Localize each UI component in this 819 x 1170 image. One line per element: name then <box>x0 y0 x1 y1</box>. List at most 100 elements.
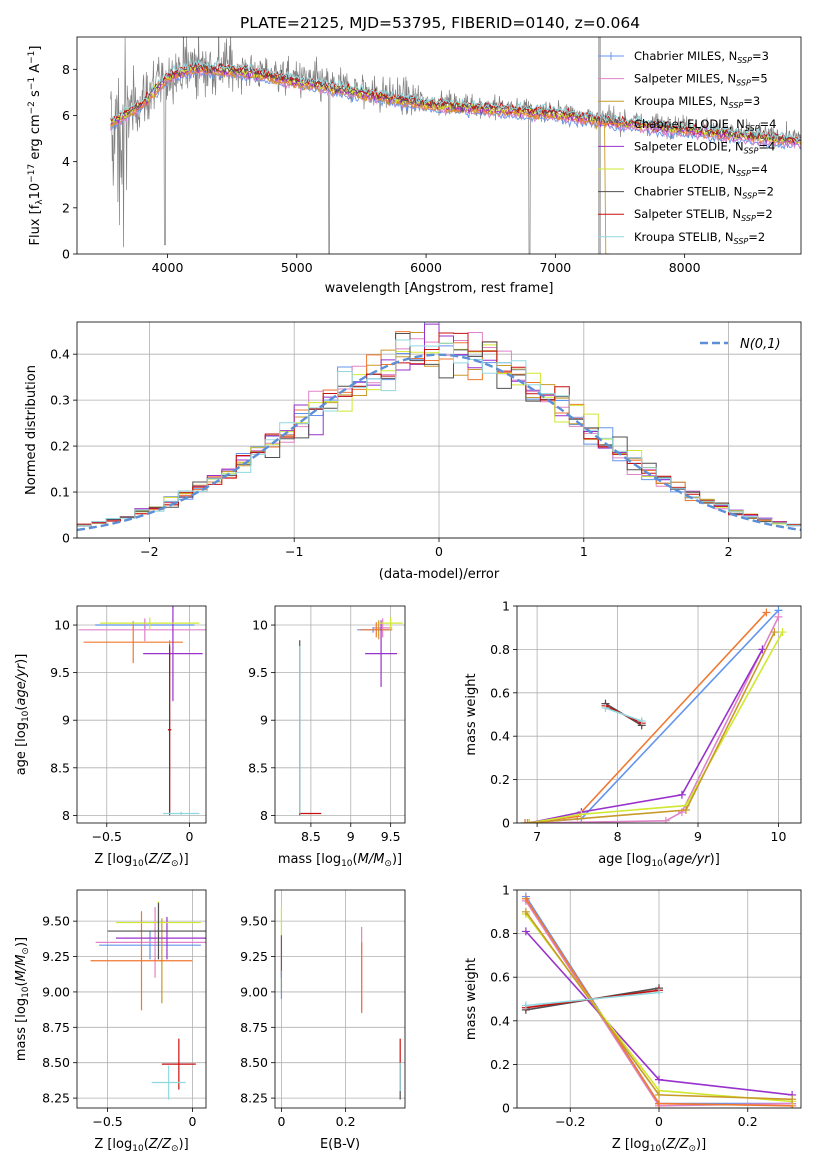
spectrum-xlabel: wavelength [Angstrom, rest frame] <box>325 281 554 296</box>
age-vs-Z-plot-area <box>78 606 206 816</box>
residuals-ylabel: Normed distribution <box>24 365 39 495</box>
spectrum-xtick-label: 8000 <box>669 260 701 275</box>
spectrum-ytick-label: 2 <box>62 200 70 215</box>
spectrum-ytick-label: 6 <box>62 108 70 123</box>
mass-vs-Z-plot-area <box>90 901 206 1100</box>
mass-vs-EBV-xlabel: E(B-V) <box>320 1137 360 1152</box>
legend-label-5: Kroupa ELODIE, NSSP=4 <box>634 162 768 178</box>
massweight-vs-age-plot-area <box>521 606 787 823</box>
massweight-vs-age-series-0 <box>524 609 780 823</box>
age-vs-mass-xtick-label: 9 <box>347 829 355 844</box>
massweight-vs-age-marker-7-0 <box>601 703 610 712</box>
legend-label-8: Kroupa STELIB, NSSP=2 <box>634 230 765 246</box>
massweight-vs-Z-marker-5-0 <box>521 907 530 916</box>
massweight-vs-age-marker-4-1 <box>577 810 586 819</box>
legend-label-1: Salpeter MILES, NSSP=5 <box>634 72 768 88</box>
mass-vs-EBV-frame <box>274 889 406 1109</box>
residual-histogram-7 <box>77 332 801 526</box>
spectrum-xtick-label: 4000 <box>152 260 184 275</box>
age-vs-mass-xtick-label: 8.5 <box>301 829 321 844</box>
massweight-vs-age-marker-4-0 <box>525 819 534 823</box>
massweight-vs-Z-xtick-label: 0.2 <box>738 1114 758 1129</box>
massweight-vs-age-series-2 <box>524 611 767 823</box>
gaussian-legend-label: N(0,1) <box>740 337 781 352</box>
massweight-vs-Z-plot-area <box>521 892 797 1108</box>
residuals-frame <box>76 321 802 539</box>
massweight-vs-Z-ytick-label: 0.8 <box>490 926 510 941</box>
mass-vs-Z-xtick-label: −0.5 <box>92 1114 122 1129</box>
massweight-vs-Z-marker-5-1 <box>655 1090 663 1099</box>
massweight-vs-age-ylabel: mass weight <box>464 673 479 755</box>
spectrum-ylabel: Flux [fλ10−17 erg cm−2 s−1 A−1] <box>27 46 45 246</box>
massweight-vs-age-xtick-label: 8 <box>614 829 622 844</box>
age-vs-Z-ytick-label: 9 <box>62 713 70 728</box>
mass-vs-EBV-ytick-label: 8.75 <box>240 1020 268 1035</box>
figure-title: PLATE=2125, MJD=53795, FIBERID=0140, z=0… <box>240 14 640 32</box>
residuals-xtick-label: 2 <box>725 544 733 559</box>
mass-vs-EBV-ytick-label: 8.25 <box>240 1091 268 1106</box>
mass-vs-Z-ytick-label: 9.50 <box>42 914 70 929</box>
mass-vs-Z-ytick-label: 8.50 <box>42 1055 70 1070</box>
gaussian-curve <box>77 353 801 532</box>
massweight-vs-age-ytick-label: 0.2 <box>490 772 510 787</box>
spectrum-xtick-label: 7000 <box>539 260 571 275</box>
massweight-vs-age-marker-2-2 <box>762 608 771 617</box>
legend-label-3: Chabrier ELODIE, NSSP=4 <box>634 117 776 133</box>
age-vs-Z-frame <box>76 605 207 824</box>
massweight-vs-Z-marker-2-0 <box>521 894 530 903</box>
spectrum-panel: 4000 5000 6000 7000 8000 0 2 4 6 8 wavelength [Ang… <box>27 36 802 296</box>
residuals-ytick-label: 0 <box>62 531 70 546</box>
massweight-vs-age-marker-1-1 <box>661 816 670 823</box>
massweight-vs-age-marker-8-1 <box>681 805 690 814</box>
mass-vs-EBV-ytick-label: 8.50 <box>240 1055 268 1070</box>
age-vs-Z-xlabel: Z [log10(Z/Z⊙)] <box>94 852 188 869</box>
residuals-xtick-label: 0 <box>435 544 443 559</box>
residuals-panel: −2 −1 0 1 2 0 0.1 0.2 0.3 0.4 (data-model)/error No… <box>24 321 802 582</box>
masked-region <box>598 37 602 254</box>
massweight-vs-age-xtick-label: 9 <box>694 829 702 844</box>
spectrum-ytick-label: 8 <box>62 62 70 77</box>
massweight-vs-Z-ytick-label: 0.2 <box>490 1057 510 1072</box>
mass-vs-Z-ytick-label: 9.25 <box>42 949 70 964</box>
age-vs-mass-xtick-label: 9.5 <box>381 829 401 844</box>
age-vs-mass-ytick-label: 8 <box>260 808 268 823</box>
mass-vs-EBV-xtick-label: 0.2 <box>336 1114 356 1129</box>
age-vs-mass-xlabel: mass [log10(M/M⊙)] <box>278 852 402 869</box>
massweight-vs-age-marker-4-3 <box>778 628 787 637</box>
residuals-ytick-label: 0.1 <box>50 485 70 500</box>
spectrum-frame <box>76 36 802 255</box>
massweight-vs-age-series-1 <box>529 616 780 823</box>
mass-vs-EBV-plot-area <box>280 906 401 1100</box>
mass-vs-Z-ylabel: mass [log10(M/M⊙)] <box>14 937 31 1061</box>
massweight-vs-age-xtick-label: 7 <box>533 829 541 844</box>
residual-histogram-6 <box>77 333 801 527</box>
massweight-vs-age-ytick-label: 0.6 <box>490 685 510 700</box>
massweight-vs-Z-marker-8-0 <box>521 1001 530 1010</box>
age-vs-mass-ytick-label: 9.5 <box>248 665 268 680</box>
massweight-vs-age-marker-1-3 <box>774 612 783 621</box>
mass-vs-Z-frame <box>76 889 207 1109</box>
massweight-vs-age-ytick-label: 0.8 <box>490 642 510 657</box>
age-vs-Z-ytick-label: 9.5 <box>50 665 70 680</box>
massweight-vs-age-ytick-label: 0 <box>502 816 510 831</box>
massweight-vs-age-marker-1-2 <box>677 808 686 817</box>
mass-vs-EBV-ytick-label: 9.00 <box>240 984 268 999</box>
age-vs-mass-ytick-label: 10 <box>252 618 268 633</box>
massweight-vs-Z-ytick-label: 0 <box>502 1101 510 1116</box>
age-vs-Z-ytick-label: 8.5 <box>50 760 70 775</box>
age-vs-Z-xtick-label: 0 <box>185 829 193 844</box>
massweight-vs-Z-marker-3-0 <box>521 927 530 936</box>
massweight-vs-Z-panel: −0.2 0 0.2 0 0.2 0.4 0.6 0.8 1 mass weight Z [log1… <box>464 883 802 1154</box>
mass-vs-EBV-ytick-label: 9.25 <box>240 949 268 964</box>
massweight-vs-age-xlabel: age [log10(age/yr)] <box>598 852 720 869</box>
massweight-vs-age-series-7 <box>605 707 642 722</box>
mass-vs-EBV-xtick-label: 0 <box>277 1114 285 1129</box>
age-vs-mass-panel: 8.5 9 9.5 8 8.5 9 9.5 10 mass [log10(M/M⊙)] <box>248 605 406 869</box>
massweight-vs-age-frame <box>516 605 802 824</box>
legend-label-0: Chabrier MILES, NSSP=3 <box>634 49 769 65</box>
massweight-vs-Z-xtick-label: −0.2 <box>555 1114 585 1129</box>
massweight-vs-age-ytick-label: 0.4 <box>490 729 510 744</box>
massweight-vs-age-marker-8-2 <box>770 628 779 637</box>
massweight-vs-Z-series-8 <box>525 991 660 1007</box>
